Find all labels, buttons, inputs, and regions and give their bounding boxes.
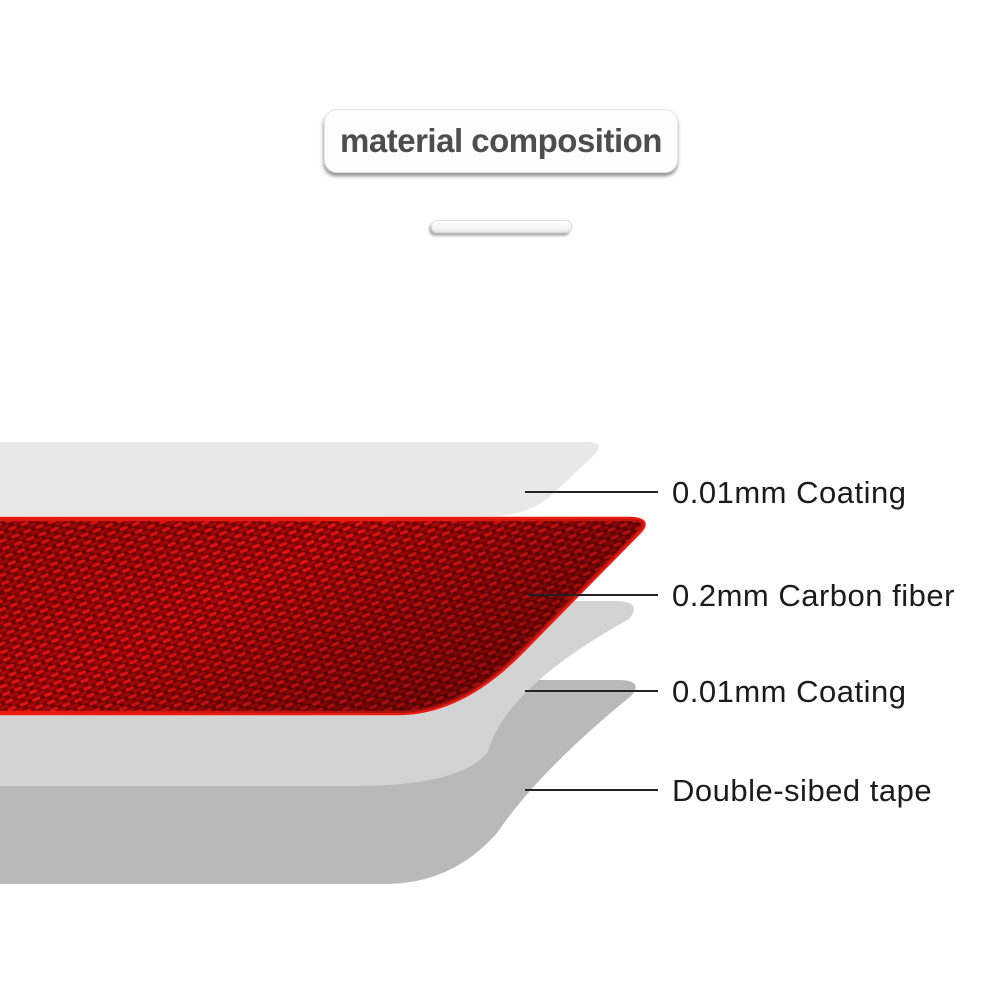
label-coating-top: 0.01mm Coating <box>672 475 906 510</box>
page-title: material composition <box>340 122 662 159</box>
layer-carbon-fiber <box>0 516 646 716</box>
label-carbon-fiber: 0.2mm Carbon fiber <box>672 578 955 613</box>
title-pill: material composition <box>324 109 678 173</box>
layer-coating-top <box>0 442 599 516</box>
label-tape: Double-sibed tape <box>672 773 932 808</box>
divider-dash <box>431 220 572 233</box>
carbon-fiber-shading <box>0 519 644 713</box>
label-coating-bottom: 0.01mm Coating <box>672 674 906 709</box>
